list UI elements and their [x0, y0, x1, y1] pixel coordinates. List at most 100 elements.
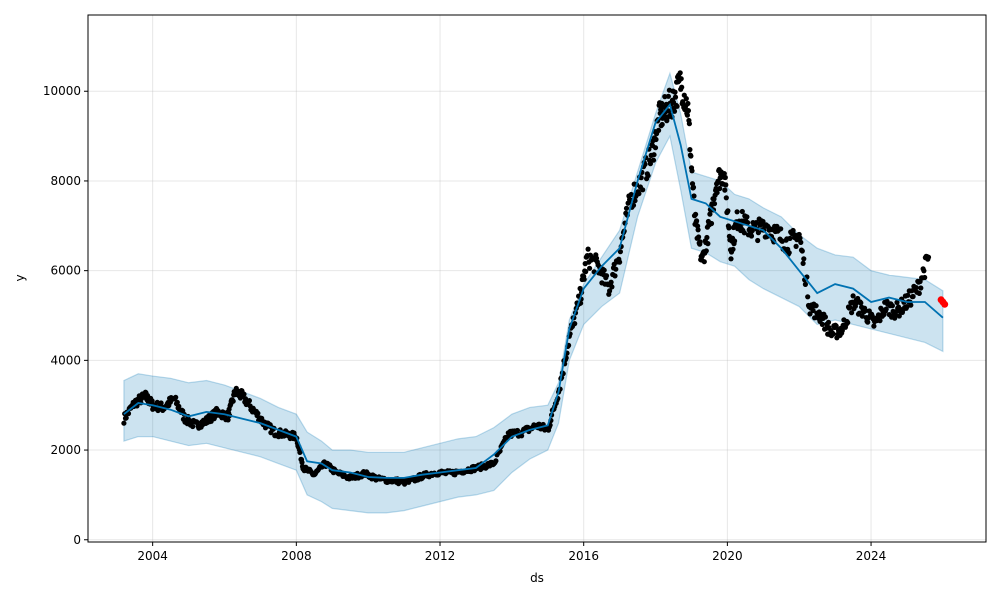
- observed-point: [636, 191, 642, 197]
- observed-point: [813, 303, 819, 309]
- observed-point: [225, 417, 231, 423]
- observed-point: [632, 198, 638, 204]
- observed-point: [246, 398, 252, 404]
- observed-point: [728, 256, 734, 262]
- forecast-line: [123, 102, 944, 479]
- observed-point: [255, 410, 261, 416]
- forecast-line-layer: [123, 102, 944, 479]
- observed-point: [723, 182, 729, 188]
- observed-point: [778, 226, 784, 232]
- observed-point: [800, 260, 806, 266]
- observed-point: [905, 292, 911, 298]
- observed-point: [741, 230, 747, 236]
- observed-point: [703, 248, 709, 254]
- observed-point: [721, 171, 727, 177]
- observed-point: [859, 313, 865, 319]
- observed-point: [608, 279, 614, 285]
- y-tick-label: 4000: [50, 353, 81, 367]
- observed-point: [922, 274, 928, 281]
- observed-point: [701, 259, 707, 265]
- observed-point: [913, 285, 919, 291]
- observed-point: [672, 94, 679, 100]
- observed-point: [896, 313, 902, 319]
- observed-point: [918, 285, 924, 291]
- observed-point: [793, 243, 799, 249]
- observed-point: [755, 237, 761, 244]
- observed-point: [787, 235, 793, 241]
- highlight-layer: [937, 296, 949, 308]
- y-tick-label: 10000: [43, 84, 81, 98]
- observed-point: [653, 136, 659, 143]
- observed-point: [149, 398, 155, 404]
- observed-point: [671, 108, 678, 114]
- observed-point: [802, 281, 809, 287]
- observed-point: [672, 89, 678, 95]
- observed-point: [799, 248, 805, 254]
- observed-point: [693, 211, 699, 217]
- observed-point: [696, 234, 702, 240]
- observed-point: [173, 394, 179, 400]
- observed-point: [241, 391, 247, 397]
- observed-point: [158, 400, 164, 406]
- observed-point: [607, 288, 613, 294]
- x-tick-label: 2016: [568, 549, 599, 563]
- observed-point: [689, 168, 695, 174]
- observed-point: [865, 319, 871, 325]
- observed-point: [174, 399, 180, 405]
- observed-point: [822, 314, 829, 320]
- observed-point: [577, 285, 583, 292]
- observed-point: [514, 427, 521, 434]
- observed-point: [725, 208, 731, 214]
- observed-point: [572, 321, 578, 327]
- x-tick-label: 2020: [712, 549, 743, 563]
- observed-point: [722, 187, 728, 193]
- observed-point: [849, 310, 855, 316]
- observed-point: [730, 246, 736, 252]
- highlight-point: [937, 296, 945, 304]
- observed-point: [908, 302, 914, 308]
- observed-point: [713, 185, 719, 192]
- observed-point: [656, 127, 662, 133]
- observed-point: [714, 190, 720, 196]
- observed-point: [847, 304, 853, 310]
- observed-point: [677, 70, 683, 76]
- observed-point: [717, 185, 723, 192]
- x-tick-label: 2004: [137, 549, 168, 563]
- observed-point: [850, 293, 856, 299]
- uncertainty-band-layer: [123, 71, 944, 514]
- observed-point: [755, 230, 762, 236]
- y-tick-label: 2000: [50, 443, 81, 457]
- y-tick-label: 8000: [50, 174, 81, 188]
- observed-point: [617, 249, 624, 255]
- observed-point: [697, 239, 703, 245]
- x-axis-label: ds: [530, 571, 544, 585]
- observed-point: [651, 152, 657, 158]
- observed-point: [797, 235, 803, 241]
- observed-point: [684, 112, 691, 118]
- observed-point: [685, 108, 692, 114]
- observed-point: [877, 318, 883, 324]
- observed-point: [825, 319, 832, 325]
- observed-point: [839, 328, 845, 334]
- observed-point: [583, 269, 589, 275]
- y-tick-label: 0: [73, 533, 81, 547]
- observed-point: [871, 323, 877, 329]
- observed-point: [650, 157, 657, 163]
- observed-point: [652, 145, 659, 151]
- observed-point: [883, 306, 889, 312]
- observed-point: [640, 187, 646, 193]
- observed-point: [707, 211, 713, 217]
- observed-point: [745, 220, 751, 226]
- observed-point: [687, 147, 693, 153]
- observed-point: [628, 191, 634, 198]
- observed-point: [711, 201, 718, 207]
- observed-point: [705, 241, 711, 247]
- observed-point: [262, 425, 269, 431]
- observed-point: [690, 184, 697, 190]
- observed-point: [734, 209, 740, 215]
- observed-point: [819, 321, 825, 327]
- observed-point: [645, 173, 651, 179]
- observed-point: [748, 233, 755, 239]
- observed-point: [678, 76, 684, 82]
